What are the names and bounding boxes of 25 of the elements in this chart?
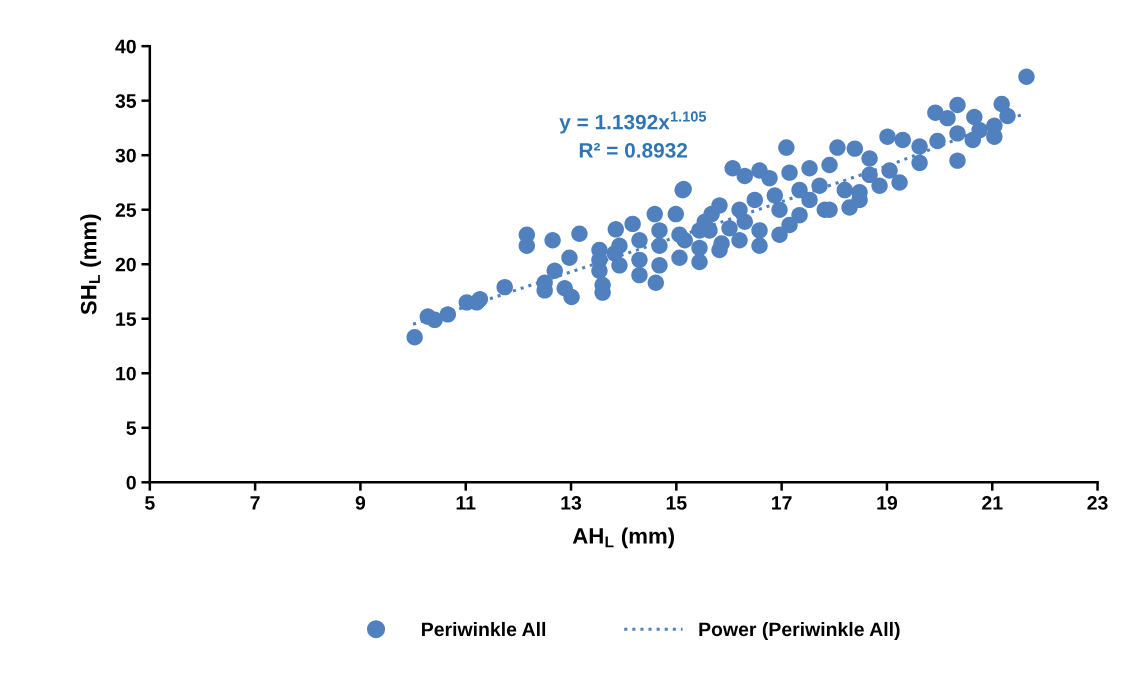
y-axis-title: SH$_{L}$ (mm) xyxy=(80,214,101,315)
legend-label: Periwinkle All xyxy=(422,621,546,637)
annotation: R² = 0.8932 xyxy=(579,142,688,158)
y-tick-label: 30 xyxy=(115,148,136,163)
y-tick-label: 35 xyxy=(115,94,137,108)
y-tick-label: 15 xyxy=(116,312,137,326)
x-tick-label: 9 xyxy=(355,496,366,510)
y-tick-label: 0 xyxy=(126,475,136,490)
x-tick-label: 15 xyxy=(666,496,687,510)
y-tick-label: 5 xyxy=(126,421,137,436)
legend-label: Power (Periwinkle All) xyxy=(699,621,900,641)
x-tick-label: 19 xyxy=(877,496,898,510)
x-tick-label: 23 xyxy=(1087,496,1108,510)
x-tick-label: 13 xyxy=(561,496,582,510)
x-tick-label: 21 xyxy=(982,496,1003,510)
y-tick-label: 20 xyxy=(115,257,136,272)
y-tick-label: 10 xyxy=(116,366,136,381)
x-tick-label: 17 xyxy=(772,496,792,510)
x-axis-title: AH$_{L}$ (mm) xyxy=(572,527,675,549)
y-tick-label: 40 xyxy=(115,39,136,54)
x-tick-label: 11 xyxy=(456,496,476,510)
annotation: y = 1.1392x$^{1.105}$ xyxy=(559,111,707,134)
x-tick-label: 7 xyxy=(250,496,260,510)
x-tick-label: 5 xyxy=(145,496,155,510)
y-tick-label: 25 xyxy=(115,203,137,217)
